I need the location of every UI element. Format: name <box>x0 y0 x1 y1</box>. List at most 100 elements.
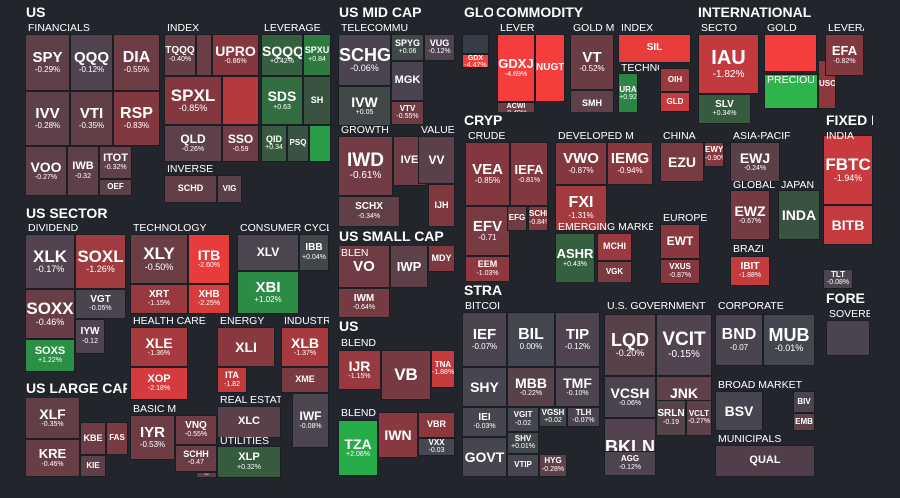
tile-iau[interactable]: IAU -1.82% <box>698 34 759 94</box>
tile-psq[interactable]: PSQ <box>287 125 309 162</box>
tile-ezu[interactable]: EZU <box>660 142 704 182</box>
tile-sqqq[interactable]: SQQQ +0.42% <box>261 34 303 76</box>
tile-fxi[interactable]: FXI -1.31% <box>555 185 607 231</box>
tile-fas[interactable]: FAS <box>106 422 128 455</box>
tile-spyg[interactable]: SPYG +0.06 <box>391 34 424 61</box>
tile-gld[interactable]: GLD <box>660 92 690 112</box>
tile-gdx[interactable]: GDX -4.47% <box>462 54 489 68</box>
tile-sh[interactable]: SH <box>303 76 331 125</box>
tile-mdy[interactable]: MDY <box>428 245 455 272</box>
tile-ief[interactable]: IEF -0.07% <box>462 312 507 367</box>
tile-govt[interactable]: GOVT <box>462 437 507 477</box>
tile-hyg[interactable]: HYG -0.28% <box>539 454 567 477</box>
tile-vig[interactable]: VIG <box>217 175 242 203</box>
tile-vug[interactable]: VUG -0.12% <box>424 34 455 61</box>
tile[interactable] <box>462 34 489 54</box>
tile-schh[interactable]: SCHH -0.47 <box>175 445 217 472</box>
tile-biv[interactable]: BIV <box>793 391 815 413</box>
tile-srln[interactable]: SRLN -0.19 <box>656 400 686 436</box>
tile-kie[interactable]: KIE <box>80 455 106 477</box>
tile-xli[interactable]: XLI <box>217 327 275 367</box>
tile-mchi[interactable]: MCHI <box>597 233 632 261</box>
tile-ibit[interactable]: IBIT -1.88% <box>730 256 770 286</box>
tile-xme[interactable]: XME <box>281 367 329 393</box>
tile-voo[interactable]: VOO -0.27% <box>25 146 67 196</box>
tile-agg[interactable]: AGG -0.12% <box>604 451 656 476</box>
tile-qld[interactable]: QLD -0.26% <box>164 125 222 162</box>
tile-tip[interactable]: TIP -0.12% <box>555 312 600 367</box>
tile[interactable] <box>309 125 331 162</box>
tile-xlp[interactable]: XLP +0.32% <box>217 446 281 478</box>
tile-qqq[interactable]: QQQ -0.12% <box>70 34 113 91</box>
tile-vclt[interactable]: VCLT -0.27% <box>686 400 712 436</box>
tile-tna[interactable]: TNA -1.88% <box>431 350 455 388</box>
tile-lqd[interactable]: LQD -0.20% <box>604 314 656 376</box>
tile-xlf[interactable]: XLF -0.35% <box>25 397 80 439</box>
tile-xle[interactable]: XLE -1.36% <box>130 327 188 367</box>
tile-nugt[interactable]: NUGT <box>535 34 565 102</box>
tile[interactable] <box>764 74 818 109</box>
tile-efa[interactable]: EFA -0.82% <box>825 34 864 76</box>
tile-xlv[interactable]: XLV <box>237 234 299 271</box>
tile-iemg[interactable]: IEMG -0.94% <box>607 142 653 185</box>
tile-ita[interactable]: ITA -1.82 <box>217 367 247 393</box>
tile-shy[interactable]: SHY <box>462 367 507 407</box>
tile-ivw[interactable]: IVW +0.05 <box>338 86 391 126</box>
tile-bsv[interactable]: BSV <box>715 391 763 431</box>
tile-dia[interactable]: DIA -0.55% <box>113 34 160 91</box>
tile-emb[interactable]: EMB <box>793 413 815 431</box>
tile-iwn[interactable]: IWN <box>378 412 418 458</box>
tile-tlh[interactable]: TLH -0.07% <box>567 407 600 427</box>
tile-vnq[interactable]: VNQ -0.55% <box>175 415 217 445</box>
tile[interactable] <box>764 34 817 72</box>
tile-sil[interactable]: SIL <box>618 34 691 63</box>
tile-vea[interactable]: VEA -0.85% <box>465 142 510 206</box>
tile-bil[interactable]: BIL 0.00% <box>507 312 555 367</box>
tile-vb[interactable]: VB <box>381 350 431 400</box>
tile-ibb[interactable]: IBB +0.04% <box>299 234 329 271</box>
tile-tza[interactable]: TZA +2.06% <box>338 420 378 476</box>
tile-fbtc[interactable]: FBTC -1.94% <box>823 135 873 205</box>
tile-iwd[interactable]: IWD -0.61% <box>338 136 393 196</box>
tile-ewt[interactable]: EWT <box>660 224 700 259</box>
tile-vxus[interactable]: VXUS -0.87% <box>660 259 700 284</box>
tile-spy[interactable]: SPY -0.29% <box>25 34 70 91</box>
tile-gdxj[interactable]: GDXJ -4.69% <box>497 34 535 102</box>
tile-tmf[interactable]: TMF -0.10% <box>555 367 600 407</box>
tile-qual[interactable]: QUAL <box>715 445 815 477</box>
tile-iwm[interactable]: IWM -0.64% <box>338 288 390 318</box>
tile-iyr[interactable]: IYR -0.53% <box>130 415 175 460</box>
tile-xbi[interactable]: XBI +1.02% <box>237 271 299 314</box>
tile-iefa[interactable]: IEFA -0.81% <box>510 142 548 206</box>
tile-inda[interactable]: INDA <box>778 190 820 240</box>
tile-oef[interactable]: OEF <box>99 179 132 196</box>
tile-vgit[interactable]: VGIT -0.02 <box>507 407 539 432</box>
tile-tlt[interactable]: TLT -0.08% <box>823 269 853 289</box>
tile-shv[interactable]: SHV +0.01% <box>507 432 539 454</box>
tile-xly[interactable]: XLY -0.50% <box>130 234 188 284</box>
tile-xlu[interactable]: XLU <box>196 472 217 478</box>
tile-iyw[interactable]: IYW -0.12 <box>75 319 105 354</box>
tile-spxl[interactable]: SPXL -0.85% <box>164 76 222 125</box>
tile-kbe[interactable]: KBE <box>80 422 106 455</box>
tile-iwb[interactable]: IWB -0.32 <box>67 146 99 196</box>
tile-schg[interactable]: SCHG -0.06% <box>338 34 391 86</box>
tile-xop[interactable]: XOP -2.18% <box>130 367 188 400</box>
tile-xlb[interactable]: XLB -1.37% <box>281 327 329 367</box>
tile-vti[interactable]: VTI -0.35% <box>70 91 113 146</box>
tile-ewy[interactable]: EWY-0.90% <box>704 142 724 167</box>
tile-efg[interactable]: EFG <box>507 206 527 231</box>
tile-kre[interactable]: KRE -0.46% <box>25 439 80 477</box>
tile-ivv[interactable]: IVV -0.28% <box>25 91 70 146</box>
tile[interactable] <box>826 320 870 356</box>
tile-sds[interactable]: SDS +0.63 <box>261 76 303 125</box>
tile-vtip[interactable]: VTIP <box>507 454 539 477</box>
tile-iei[interactable]: IEI -0.03% <box>462 407 507 437</box>
tile-mbb[interactable]: MBB -0.22% <box>507 367 555 407</box>
tile-mub[interactable]: MUB -0.01% <box>763 314 815 366</box>
tile-vt[interactable]: VT -0.52% <box>570 34 614 90</box>
tile-ewj[interactable]: EWJ -0.24% <box>730 142 780 182</box>
tile-bnd[interactable]: BND -0.07 <box>715 314 763 366</box>
tile-itot[interactable]: ITOT -0.32% <box>99 146 132 179</box>
tile-schf[interactable]: SCHF-0.84% <box>528 206 548 231</box>
